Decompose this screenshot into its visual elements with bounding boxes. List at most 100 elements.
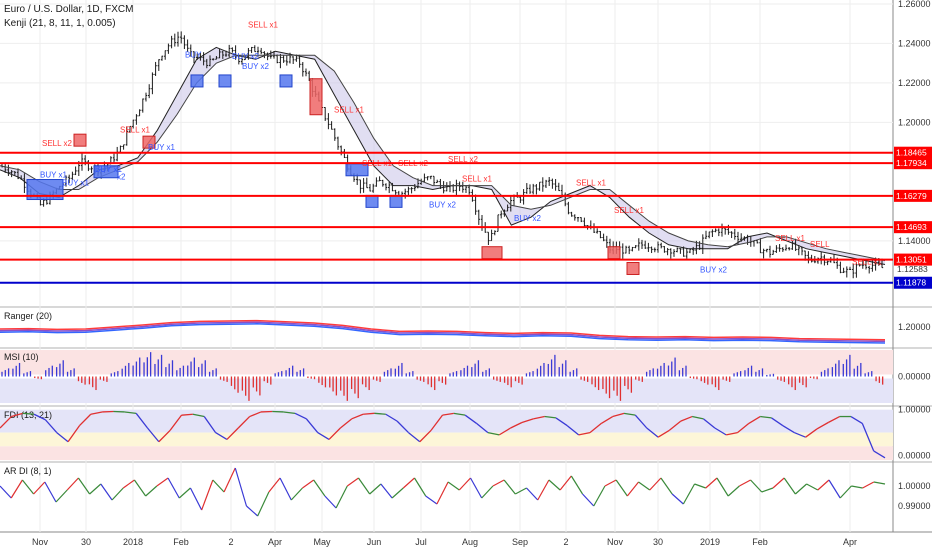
buy-signal-label: BUY x2 <box>242 62 270 71</box>
ardi-line-segment <box>90 484 101 494</box>
buy-signal-label: x2 <box>117 173 126 182</box>
ardi-line-segment <box>358 478 369 494</box>
sell-signal-label: SELL x1 <box>120 125 150 134</box>
ardi-line-segment <box>538 480 549 500</box>
sell-signal-box <box>482 247 502 259</box>
x-tick-label: Nov <box>607 537 624 547</box>
buy-signal-box <box>280 75 292 87</box>
indicator-title: Kenji (21, 8, 11, 1, 0.005) <box>4 18 116 30</box>
sell-signal-label: SELL <box>810 240 830 249</box>
buy-signal-label: BUY x2 <box>232 52 260 61</box>
sell-signal-box <box>627 262 639 274</box>
ardi-line-segment <box>851 486 862 488</box>
ardi-line-segment <box>45 482 56 502</box>
ardi-line-segment <box>728 486 739 496</box>
fdi-line-segment <box>363 413 374 414</box>
sell-signal-box <box>74 134 86 146</box>
buy-signal-box <box>390 195 402 207</box>
ardi-line-segment <box>246 506 257 516</box>
ardi-line-segment <box>258 492 269 516</box>
ardi-line-segment <box>627 482 638 496</box>
ardi-line-segment <box>504 480 515 494</box>
ardi-line-segment <box>549 480 560 490</box>
ardi-line-segment <box>336 486 347 508</box>
y-tick-label: 1.20000 <box>898 117 931 127</box>
ardi-line-segment <box>269 478 280 492</box>
ardi-line-segment <box>482 486 493 498</box>
fdi-y-tick: 0.00000 <box>898 451 931 461</box>
ardi-line-segment <box>112 488 123 500</box>
ardi-line-segment <box>403 478 414 488</box>
msi-title: MSI (10) <box>4 352 39 362</box>
x-tick-label: Jun <box>367 537 382 547</box>
buy-signal-label: BUY x2 <box>429 200 457 209</box>
fdi-title: FDI (13, 21) <box>4 410 52 420</box>
buy-signal-box <box>219 75 231 87</box>
ardi-line-segment <box>235 468 246 506</box>
ardi-line-segment <box>818 480 829 490</box>
fdi-line-segment <box>23 413 34 414</box>
ardi-line-segment <box>302 480 313 488</box>
fdi-lower-zone <box>0 446 893 460</box>
x-tick-label: 30 <box>653 537 663 547</box>
y-tick-label: 1.14000 <box>898 236 931 246</box>
ardi-line-segment <box>471 478 482 498</box>
last-price-label: 1.12583 <box>897 264 928 274</box>
ardi-line-segment <box>202 480 213 510</box>
x-tick-label: Apr <box>268 537 282 547</box>
ardi-line-segment <box>762 488 773 492</box>
sell-signal-label: SELL x1 <box>614 206 644 215</box>
x-tick-label: 30 <box>81 537 91 547</box>
ardi-line-segment <box>773 478 784 488</box>
x-tick-label: Aug <box>462 537 478 547</box>
ardi-line-segment <box>448 482 459 490</box>
ardi-line-segment <box>414 478 425 496</box>
sell-signal-label: SELL x1 <box>775 234 805 243</box>
ardi-line-segment <box>370 484 381 494</box>
ardi-line-segment <box>280 478 291 500</box>
ardi-line-segment <box>784 478 795 494</box>
ardi-line-segment <box>437 482 448 504</box>
level-price-label: 1.18465 <box>896 148 927 158</box>
sell-signal-box <box>310 79 322 115</box>
y-tick-label: 1.26000 <box>898 0 931 9</box>
x-tick-label: Nov <box>32 537 49 547</box>
ardi-line-segment <box>493 480 504 486</box>
ardi-line-segment <box>134 480 145 496</box>
x-tick-label: Apr <box>843 537 857 547</box>
x-tick-label: Feb <box>173 537 189 547</box>
ardi-line-segment <box>190 488 201 510</box>
ardi-y-tick: 0.99000 <box>898 501 931 511</box>
sell-signal-label: SELL x1 <box>576 179 606 188</box>
fdi-line-segment <box>182 414 193 415</box>
ardi-line-segment <box>146 486 157 496</box>
ardi-line-segment <box>717 478 728 496</box>
buy-signal-label: BUY x1 <box>62 179 90 188</box>
ardi-line-segment <box>583 494 594 506</box>
x-tick-label: May <box>313 537 331 547</box>
ardi-line-segment <box>381 484 392 498</box>
ardi-line-segment <box>426 496 437 504</box>
ardi-line-segment <box>168 478 179 498</box>
ardi-line-segment <box>78 478 89 494</box>
ranger-title: Ranger (20) <box>4 311 52 321</box>
level-price-label: 1.16279 <box>896 191 927 201</box>
x-tick-label: Jul <box>415 537 427 547</box>
msi-lower-zone <box>0 379 893 404</box>
ardi-line-segment <box>224 468 235 492</box>
ardi-line-segment <box>101 484 112 500</box>
ardi-line-segment <box>527 488 538 500</box>
sell-signal-box <box>608 247 620 259</box>
fdi-y-tick: 1.00000 <box>898 405 931 415</box>
ardi-line-segment <box>157 478 168 486</box>
ardi-line-segment <box>874 482 885 484</box>
ardi-line-segment <box>639 482 650 490</box>
buy-signal-label: BUY <box>185 50 202 59</box>
ardi-line-segment <box>795 484 806 494</box>
buy-signal-box <box>366 195 378 207</box>
ardi-line-segment <box>0 486 11 498</box>
x-tick-label: 2018 <box>123 537 143 547</box>
x-tick-label: Sep <box>512 537 528 547</box>
